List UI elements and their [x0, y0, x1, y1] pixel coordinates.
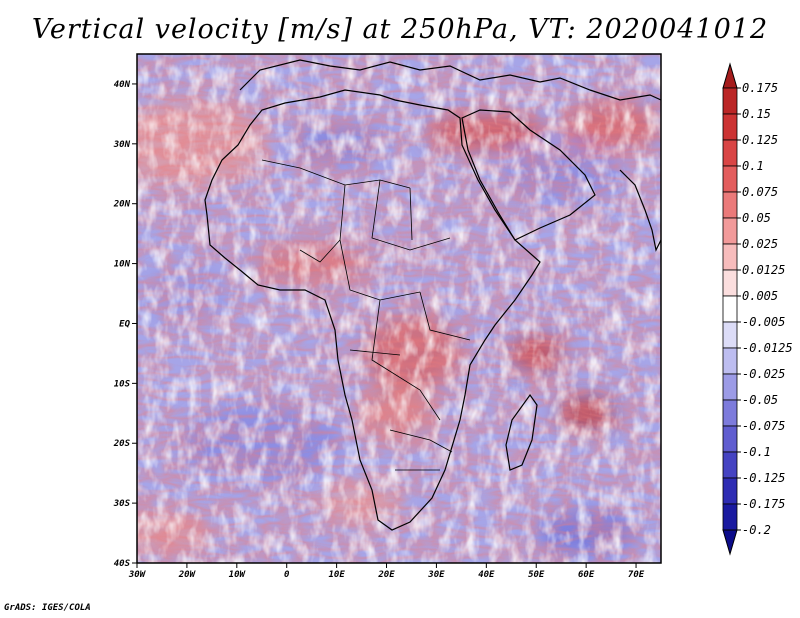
plot-frame [136, 53, 662, 564]
colorbar-swatch [722, 269, 738, 297]
x-tick-label: 0 [284, 570, 290, 580]
europe-coastline [239, 59, 661, 101]
y-tick-label: 20S [113, 439, 131, 449]
colorbar-label: -0.005 [742, 315, 785, 329]
y-tick-label: EQ [119, 319, 130, 329]
field-texture [137, 54, 661, 563]
colorbar-max-arrow [722, 62, 738, 89]
x-tick-label: 10E [328, 570, 345, 580]
x-tick-label: 70E [628, 570, 645, 580]
colorbar-swatch [722, 477, 738, 505]
colorbar-swatch [722, 113, 738, 141]
colorbar-label: 0.0125 [742, 263, 785, 277]
x-axis: 30W 20W 10W 0 10E 20E 30E 40E 50E 60E 70E [128, 563, 645, 580]
x-tick-label: 30E [427, 570, 445, 580]
colorbar: 0.175 0.15 0.125 0.1 0.075 0.05 0.025 0.0125 0.0… [722, 62, 793, 556]
y-tick-label: 10N [114, 260, 131, 270]
colorbar-swatch [722, 165, 738, 193]
colorbar-label: -0.2 [742, 523, 771, 537]
y-tick-label: 30S [113, 499, 131, 509]
colorbar-swatch [722, 243, 738, 271]
colorbar-label: 0.025 [742, 237, 778, 251]
colorbar-label: 0.005 [742, 289, 778, 303]
colorbar-swatch [722, 373, 738, 401]
coastlines [204, 59, 661, 531]
india-coastline [619, 169, 661, 252]
colorbar-swatch [722, 347, 738, 375]
y-axis: 40N 30N 20N 10N EQ 10S 20S 30S 40S [113, 80, 137, 569]
x-tick-label: 60E [578, 570, 595, 580]
arabia-coastline [461, 109, 596, 241]
velocity-field [137, 54, 661, 563]
colorbar-min-arrow [722, 529, 738, 556]
x-tick-label: 50E [528, 570, 545, 580]
y-tick-label: 10S [114, 379, 131, 389]
colorbar-swatch [722, 139, 738, 167]
colorbar-swatch [722, 191, 738, 219]
colorbar-swatch [722, 451, 738, 479]
country-borders [261, 159, 471, 471]
colorbar-swatch [722, 295, 738, 323]
chart-title: Vertical velocity [m/s] at 250hPa, VT: 2… [31, 14, 769, 45]
x-tick-label: 10W [229, 570, 247, 580]
y-tick-label: 40N [114, 80, 131, 90]
colorbar-swatch [722, 503, 738, 531]
colorbar-label: 0.05 [742, 211, 771, 225]
colorbar-label: 0.175 [742, 81, 778, 95]
y-tick-label: 40S [114, 559, 131, 569]
colorbar-label: -0.1 [742, 445, 771, 459]
y-tick-label: 30N [113, 140, 131, 150]
colorbar-label: 0.125 [742, 133, 778, 147]
x-tick-label: 30W [128, 570, 147, 580]
madagascar-coastline [505, 393, 538, 471]
colorbar-swatch [722, 87, 738, 115]
colorbar-label: -0.025 [742, 367, 785, 381]
x-tick-label: 20E [377, 570, 395, 580]
africa-coastline [204, 89, 541, 531]
colorbar-swatch [722, 425, 738, 453]
y-tick-label: 20N [113, 200, 131, 210]
colorbar-label: -0.125 [742, 471, 785, 485]
colorbar-label: 0.075 [742, 185, 778, 199]
colorbar-label: 0.15 [742, 107, 771, 121]
colorbar-label: -0.05 [742, 393, 778, 407]
colorbar-swatch [722, 399, 738, 427]
colorbar-label: 0.1 [742, 159, 764, 173]
x-tick-label: 20W [178, 570, 197, 580]
colorbar-label: -0.175 [742, 497, 785, 511]
colorbar-swatch [722, 217, 738, 245]
colorbar-swatch [722, 321, 738, 349]
colorbar-label: -0.075 [742, 419, 785, 433]
colorbar-label: -0.0125 [742, 341, 793, 355]
grads-credit: GrADS: IGES/COLA [4, 603, 91, 613]
x-tick-label: 40E [478, 570, 495, 580]
